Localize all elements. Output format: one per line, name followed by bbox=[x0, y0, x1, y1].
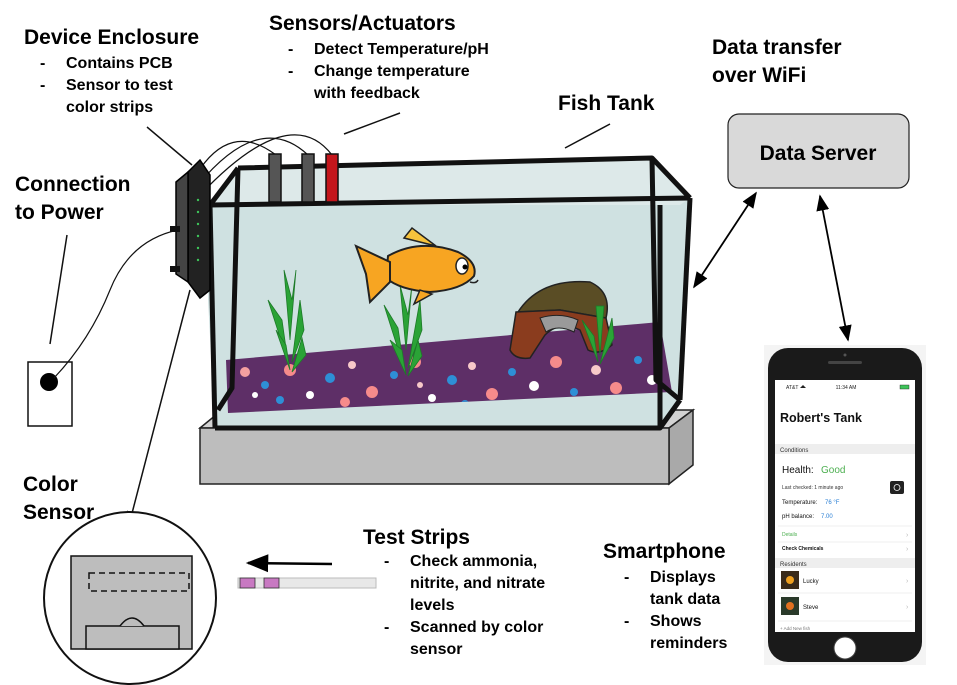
status-carrier: AT&T bbox=[786, 385, 798, 391]
test-strip bbox=[237, 577, 377, 589]
data-server: Data Server bbox=[727, 113, 910, 189]
wifi-icon bbox=[800, 385, 806, 388]
ph-value: 7.00 bbox=[821, 514, 833, 520]
add-new-fish-link[interactable]: + Add New fish bbox=[780, 626, 811, 631]
gravel bbox=[226, 322, 672, 413]
tank-name: Robert's Tank bbox=[780, 411, 862, 425]
refresh-icon bbox=[893, 484, 901, 491]
color-sensor-label: Color Sensor bbox=[23, 473, 95, 524]
enclosure-bullets: - Contains PCB - Sensor to test color stri… bbox=[40, 55, 173, 116]
temperature-value: 76 °F bbox=[825, 500, 840, 506]
details-link[interactable]: Details bbox=[782, 532, 798, 538]
last-checked: Last checked: 1 minute ago bbox=[782, 485, 843, 491]
ph-label: pH balance: bbox=[782, 514, 814, 520]
enclosure-title: Device Enclosure bbox=[24, 26, 200, 49]
check-chemicals-link[interactable]: Check Chemicals bbox=[782, 546, 824, 552]
fish-tank-label: Fish Tank bbox=[558, 92, 655, 115]
chevron-right-icon: › bbox=[906, 578, 909, 585]
tank-frame bbox=[207, 155, 693, 431]
plants bbox=[267, 269, 615, 377]
health-value: Good bbox=[821, 465, 845, 476]
battery-icon bbox=[899, 384, 910, 390]
chevron-right-icon: › bbox=[906, 546, 909, 553]
status-time: 11:34 AM bbox=[836, 385, 857, 391]
section-residents: Residents bbox=[780, 562, 807, 568]
data-arrows bbox=[245, 191, 852, 573]
refresh-button[interactable] bbox=[890, 481, 904, 494]
test-strips-bullets: - Check ammonia, nitrite, and nitrate lev… bbox=[384, 553, 546, 658]
sensors-title: Sensors/Actuators bbox=[269, 12, 456, 35]
resident-name-steve[interactable]: Steve bbox=[803, 605, 819, 611]
power-label: Connection to Power bbox=[15, 173, 131, 224]
smartphone-title: Smartphone bbox=[603, 540, 726, 563]
goldfish bbox=[354, 226, 479, 306]
temperature-label: Temperature: bbox=[782, 500, 818, 506]
rock-decoration bbox=[509, 280, 613, 360]
sensors-bullets: - Detect Temperature/pH - Change temperatu… bbox=[288, 41, 489, 102]
smartphone: AT&T 11:34 AM Robert's Tank Conditions H… bbox=[764, 345, 926, 665]
data-server-label: Data Server bbox=[760, 142, 877, 165]
data-transfer-label: Data transfer over WiFi bbox=[712, 36, 842, 87]
chevron-right-icon: › bbox=[906, 532, 909, 539]
callout-lines bbox=[49, 112, 611, 523]
power-outlet bbox=[27, 229, 179, 427]
section-conditions: Conditions bbox=[780, 448, 808, 454]
color-sensor-zoom bbox=[43, 511, 217, 685]
chevron-right-icon: › bbox=[906, 604, 909, 611]
device-enclosure bbox=[170, 158, 211, 300]
smartphone-bullets: - Displays tank data - Shows reminders bbox=[624, 569, 728, 652]
resident-name-lucky[interactable]: Lucky bbox=[803, 579, 819, 585]
test-strips-title: Test Strips bbox=[363, 526, 470, 549]
health-label: Health: bbox=[782, 465, 814, 476]
